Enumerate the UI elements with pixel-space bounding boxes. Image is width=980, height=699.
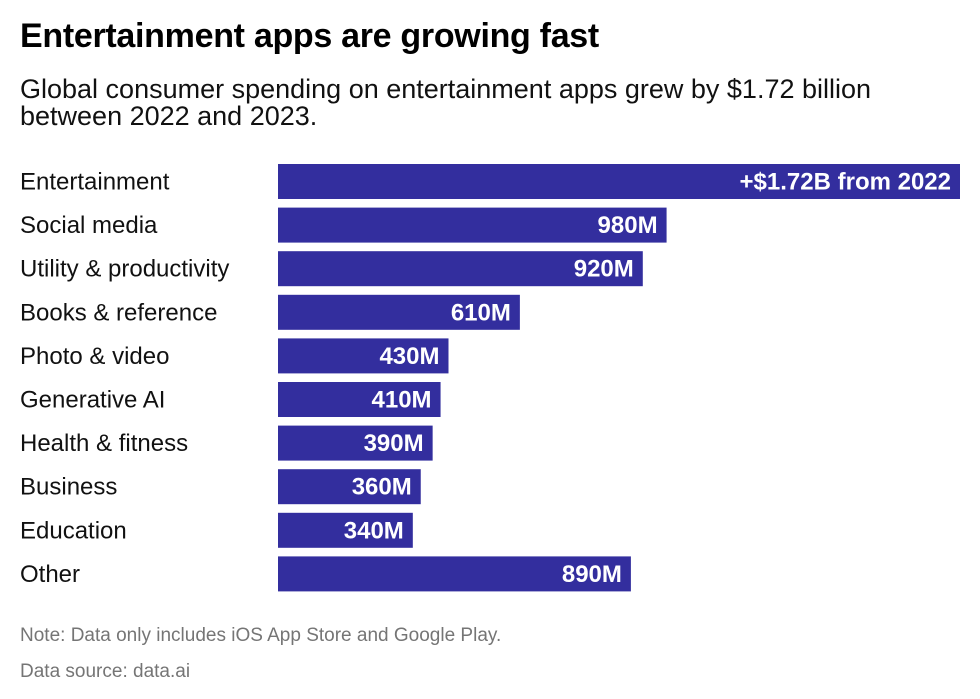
data-label: 610M: [451, 299, 511, 326]
category-label: Other: [20, 561, 80, 588]
category-label: Health & fitness: [20, 430, 188, 457]
data-source: Data source: data.ai: [20, 661, 191, 682]
category-label: Generative AI: [20, 387, 165, 414]
data-label: 340M: [344, 517, 404, 544]
data-label: 430M: [379, 343, 439, 370]
data-label: 360M: [352, 474, 412, 501]
category-label: Social media: [20, 212, 158, 239]
footnote: Note: Data only includes iOS App Store a…: [20, 625, 502, 646]
bar: [278, 207, 667, 243]
category-label: Books & reference: [20, 299, 217, 326]
bar: [278, 294, 520, 330]
category-label: Business: [20, 474, 117, 501]
data-label: +$1.72B from 2022: [740, 169, 951, 196]
bar-chart: Entertainment +$1.72B from 2022 Social med…: [20, 164, 960, 592]
bar: [278, 512, 413, 548]
bar: [278, 382, 441, 417]
category-label: Entertainment: [20, 169, 170, 196]
data-label: 890M: [562, 561, 622, 588]
chart-title: Entertainment apps are growing fast: [20, 17, 599, 55]
data-label: 410M: [372, 387, 432, 414]
category-label: Education: [20, 517, 127, 544]
data-label: 920M: [574, 256, 634, 283]
data-label: 390M: [364, 430, 424, 457]
bar: [278, 469, 421, 505]
category-label: Photo & video: [20, 343, 169, 370]
data-label: 980M: [598, 212, 658, 239]
chart-subtitle: Global consumer spending on entertainmen…: [20, 74, 872, 131]
bar: [278, 556, 631, 592]
bar: [278, 164, 960, 199]
bar: [278, 338, 449, 374]
category-label: Utility & productivity: [20, 256, 229, 283]
bar: [278, 251, 643, 287]
bar: [278, 425, 433, 461]
